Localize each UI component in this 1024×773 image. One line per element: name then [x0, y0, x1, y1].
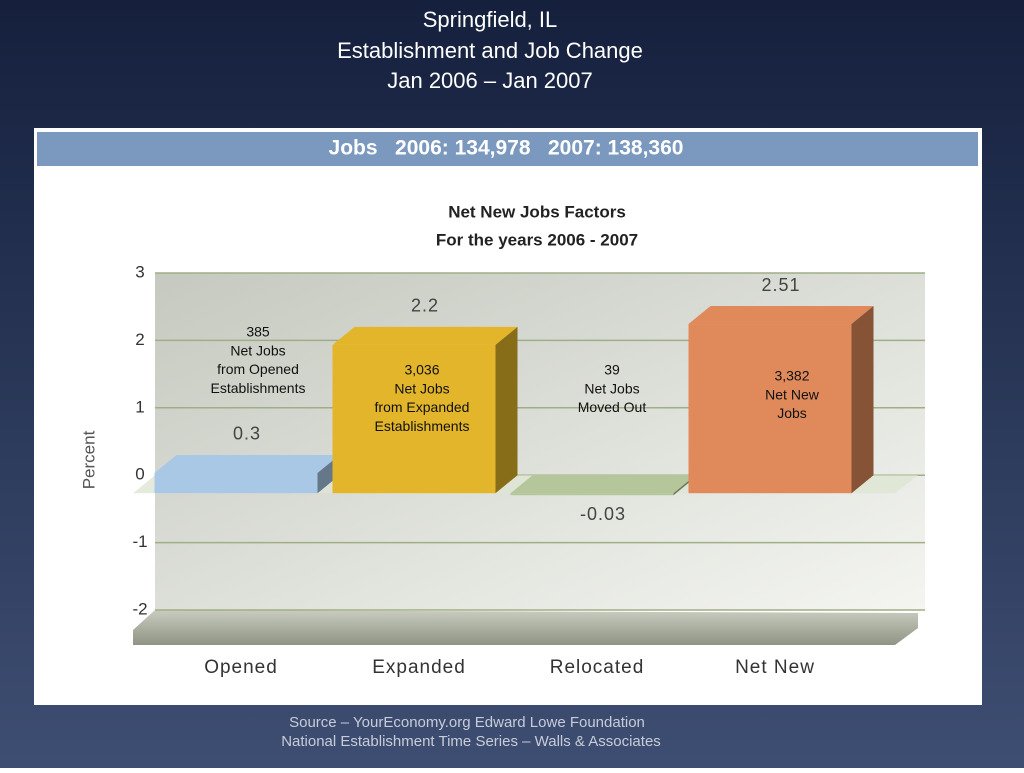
header: Jobs 2006: 134,978 2007: 138,360	[329, 137, 684, 160]
source: National Establishment Time Series – Wal…	[281, 733, 661, 750]
annotation: Net Jobs	[584, 380, 639, 396]
annotation: from Expanded	[375, 399, 470, 415]
value-label: 0.3	[233, 424, 261, 444]
annotation: Establishments	[375, 418, 470, 434]
annotation: from Opened	[217, 361, 299, 377]
slide-title: Jan 2006 – Jan 2007	[387, 68, 593, 93]
header-band	[37, 132, 978, 166]
bar-top	[688, 306, 874, 325]
chart-title: For the years 2006 - 2007	[436, 230, 638, 249]
y-tick-label: 1	[135, 397, 144, 416]
chart-title: Net New Jobs Factors	[448, 202, 626, 221]
value-label: -0.03	[580, 504, 626, 524]
bar-top	[154, 454, 340, 473]
bar	[154, 472, 318, 494]
bar-side	[851, 306, 874, 494]
bar-top	[510, 475, 696, 494]
slide-title: Establishment and Job Change	[337, 38, 643, 63]
x-tick-label: Relocated	[550, 657, 645, 678]
slide-title: Springfield, IL	[423, 7, 558, 32]
y-tick-label: -1	[132, 532, 147, 551]
y-tick-label: -2	[132, 599, 147, 618]
bar	[510, 493, 674, 496]
x-tick-label: Net New	[735, 657, 815, 678]
annotation: Moved Out	[578, 399, 647, 415]
y-tick-label: 0	[135, 465, 144, 484]
bar	[332, 344, 496, 494]
x-tick-label: Opened	[204, 657, 278, 678]
annotation: 39	[604, 362, 620, 378]
y-tick-label: 3	[135, 262, 144, 281]
x-tick-label: Expanded	[372, 657, 466, 678]
source: Source – YourEconomy.org Edward Lowe Fou…	[289, 714, 645, 731]
y-axis-label: Percent	[79, 430, 98, 489]
annotation: 3,382	[774, 368, 809, 384]
annotation: 385	[246, 324, 270, 340]
bar-side	[495, 326, 518, 494]
annotation: 3,036	[404, 362, 439, 378]
value-label: 2.2	[411, 296, 439, 316]
annotation: Net Jobs	[394, 380, 449, 396]
annotation: Net New	[765, 386, 820, 402]
bar	[688, 324, 852, 494]
annotation: Jobs	[777, 405, 807, 421]
value-label: 2.51	[761, 275, 800, 295]
annotation: Establishments	[211, 380, 306, 396]
floor-slab	[133, 610, 918, 645]
bar-top	[332, 326, 518, 345]
y-tick-label: 2	[135, 330, 144, 349]
annotation: Net Jobs	[230, 342, 285, 358]
